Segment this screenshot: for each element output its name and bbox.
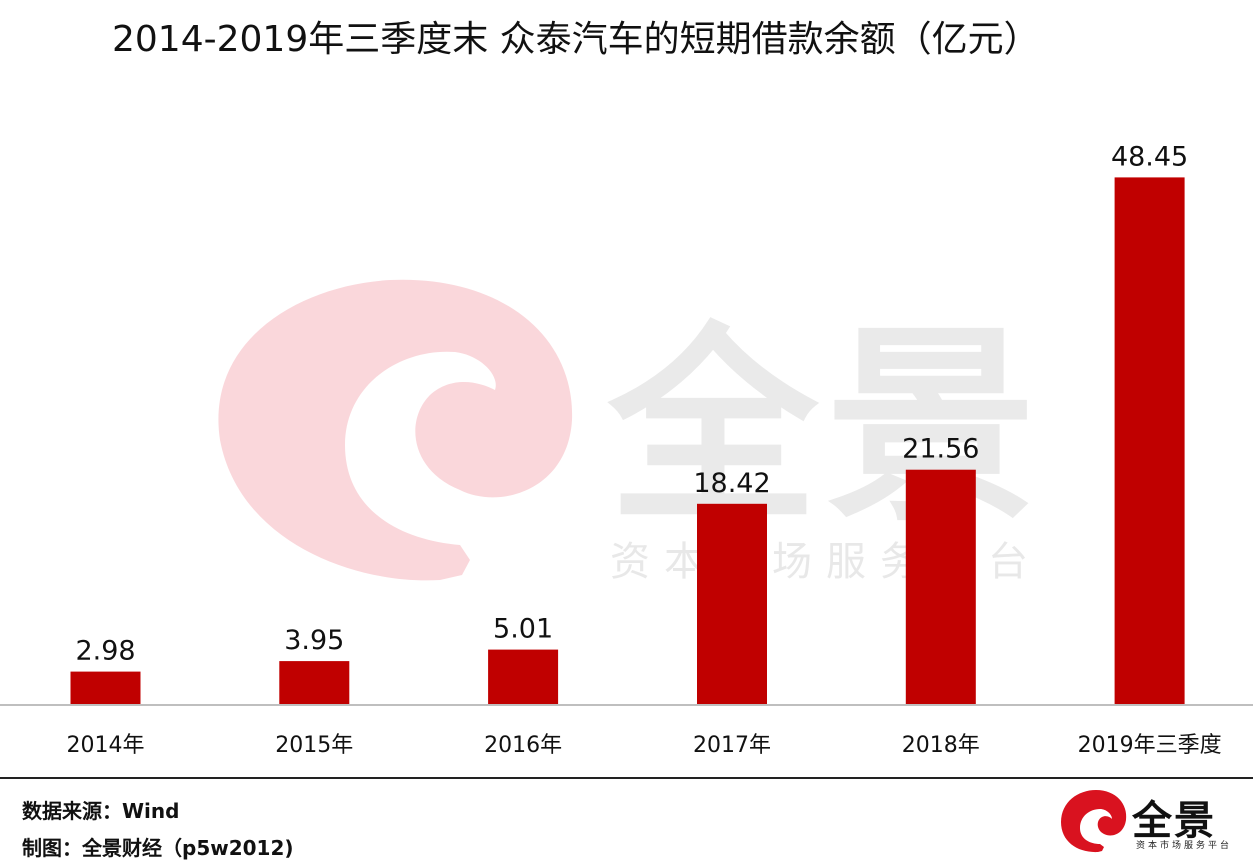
footer-logo-icon <box>1061 790 1127 853</box>
watermark-brand: 全景 <box>607 305 1044 550</box>
category-label-3: 2017年 <box>693 733 771 758</box>
value-label-1: 3.95 <box>284 625 344 656</box>
watermark: 全景 资本市场服务平台 <box>218 279 1044 585</box>
source-label: 数据来源： <box>22 799 122 823</box>
chart-title: 2014-2019年三季度末 众泰汽车的短期借款余额（亿元） <box>112 19 1040 60</box>
category-label-4: 2018年 <box>902 733 980 758</box>
credit-value: 全景财经（p5w2012) <box>82 836 294 860</box>
bar-0 <box>70 671 141 704</box>
footer-credit: 制图：全景财经（p5w2012) <box>22 832 294 861</box>
watermark-subtitle: 资本市场服务平台 <box>610 539 1042 585</box>
value-label-2: 5.01 <box>493 614 553 645</box>
value-label-5: 48.45 <box>1111 141 1188 172</box>
category-label-0: 2014年 <box>67 733 145 758</box>
bar-1 <box>279 661 350 704</box>
watermark-logo-icon <box>218 279 573 581</box>
category-label-1: 2015年 <box>275 733 353 758</box>
bar-2 <box>488 649 559 704</box>
category-label-2: 2016年 <box>484 733 562 758</box>
value-label-4: 21.56 <box>902 434 979 465</box>
bars-layer: 2.98 2014年 3.95 2015年 5.01 2016年 18.42 2017年 21.… <box>67 141 1222 758</box>
bar-4 <box>905 469 976 704</box>
bottom-rule <box>0 777 1253 779</box>
bar-5 <box>1114 177 1185 704</box>
footer-logo-subtitle: 资本市场服务平台 <box>1136 841 1233 851</box>
value-label-0: 2.98 <box>75 636 135 667</box>
bar-3 <box>697 503 767 704</box>
footer-logo: 全景 资本市场服务平台 <box>1058 784 1238 856</box>
footer-source: 数据来源：Wind <box>22 795 179 824</box>
footer-logo-brand: 全景 <box>1132 798 1216 844</box>
value-label-3: 18.42 <box>693 468 770 499</box>
bar-chart: 全景 资本市场服务平台 2.98 2014年 3.95 2015年 5.01 2016年 1… <box>0 141 1253 758</box>
category-label-5: 2019年三季度 <box>1078 733 1222 758</box>
credit-label: 制图： <box>22 836 82 860</box>
source-value: Wind <box>122 799 180 823</box>
